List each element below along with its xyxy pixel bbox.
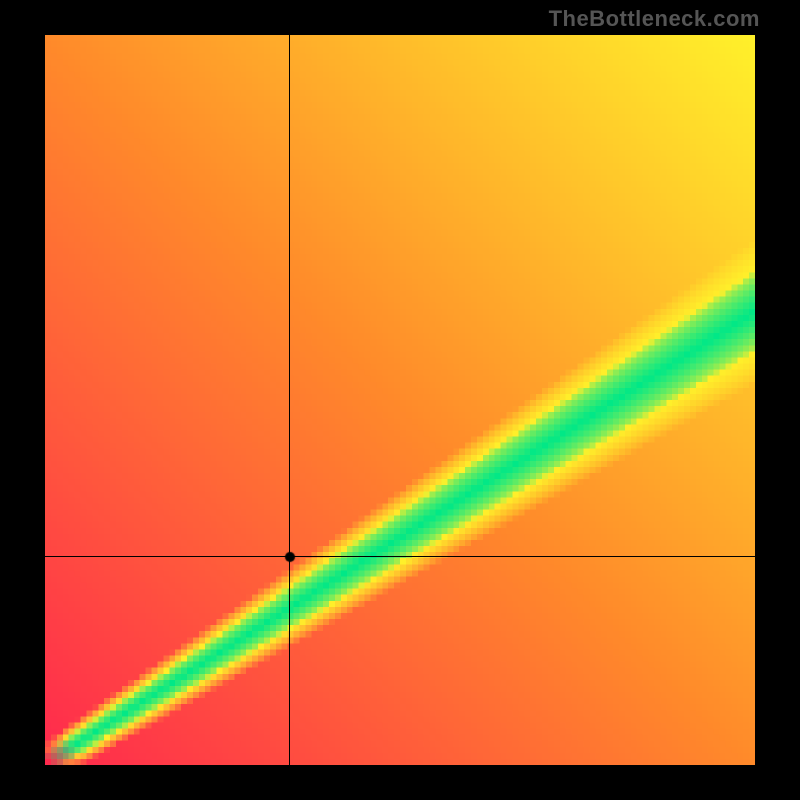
watermark-text: TheBottleneck.com [549,6,760,32]
chart-container: TheBottleneck.com [0,0,800,800]
heatmap-canvas [45,35,755,765]
crosshair-horizontal [45,556,755,557]
crosshair-vertical [289,35,290,765]
crosshair-dot [284,551,296,563]
heatmap-plot [45,35,755,765]
